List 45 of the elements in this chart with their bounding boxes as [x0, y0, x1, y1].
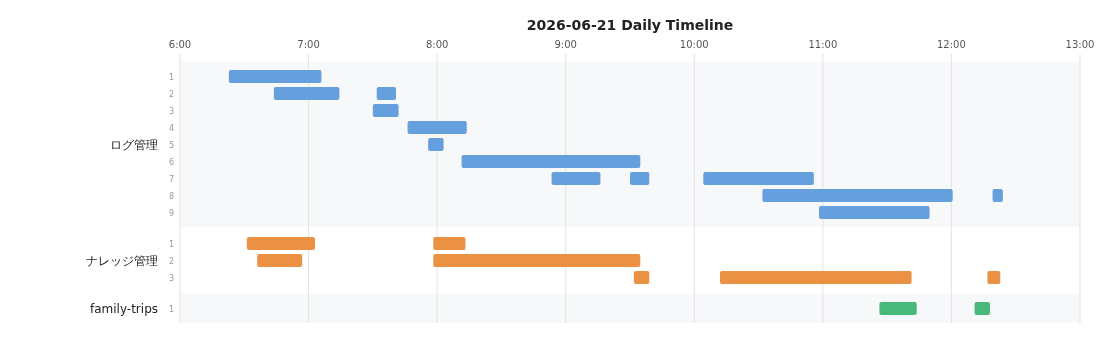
chart-title: 2026-06-21 Daily Timeline — [526, 17, 734, 33]
bar — [633, 271, 650, 284]
bar — [987, 271, 1001, 284]
y-tick-label: 3 — [168, 273, 174, 283]
y-axis-title: family-trips — [90, 301, 158, 316]
bar — [372, 104, 399, 117]
x-tick-label: 11:00 — [808, 39, 838, 50]
x-tick-label: 9:00 — [554, 39, 577, 50]
y-tick-label: 1 — [168, 72, 174, 82]
y-tick-label: 7 — [168, 174, 174, 184]
bar — [703, 172, 814, 185]
bar — [819, 206, 930, 219]
y-tick-label: 3 — [168, 106, 174, 116]
x-tick-label: 6:00 — [168, 39, 192, 50]
bar — [630, 172, 650, 185]
bar — [551, 172, 601, 185]
bar — [257, 254, 303, 267]
x-tick-label: 7:00 — [297, 39, 320, 50]
x-tick-label: 8:00 — [425, 39, 449, 50]
bar — [461, 155, 641, 168]
bar — [228, 70, 322, 83]
y-tick-label: 1 — [168, 304, 174, 314]
y-tick-label: 6 — [168, 157, 174, 167]
bar — [407, 121, 467, 134]
x-tick-label: 12:00 — [937, 39, 966, 50]
bar — [273, 87, 340, 100]
y-tick-label: 8 — [168, 191, 174, 201]
y-axis-title: ナレッジ管理 — [86, 253, 158, 268]
bar — [433, 237, 466, 250]
bar — [376, 87, 396, 100]
y-tick-label: 1 — [168, 239, 174, 249]
bar — [246, 237, 315, 250]
x-tick-label: 10:00 — [679, 39, 709, 50]
x-tick-label: 13:00 — [1065, 39, 1095, 50]
bar — [762, 189, 953, 202]
bar — [992, 189, 1003, 202]
y-tick-label: 4 — [168, 123, 174, 133]
bar — [433, 254, 641, 267]
y-tick-label: 2 — [168, 256, 174, 266]
y-tick-label: 2 — [168, 89, 174, 99]
y-tick-label: 9 — [168, 208, 174, 218]
bar — [720, 271, 912, 284]
y-axis-title: ログ管理 — [110, 137, 158, 152]
y-tick-label: 5 — [168, 140, 174, 150]
bar — [428, 138, 444, 151]
